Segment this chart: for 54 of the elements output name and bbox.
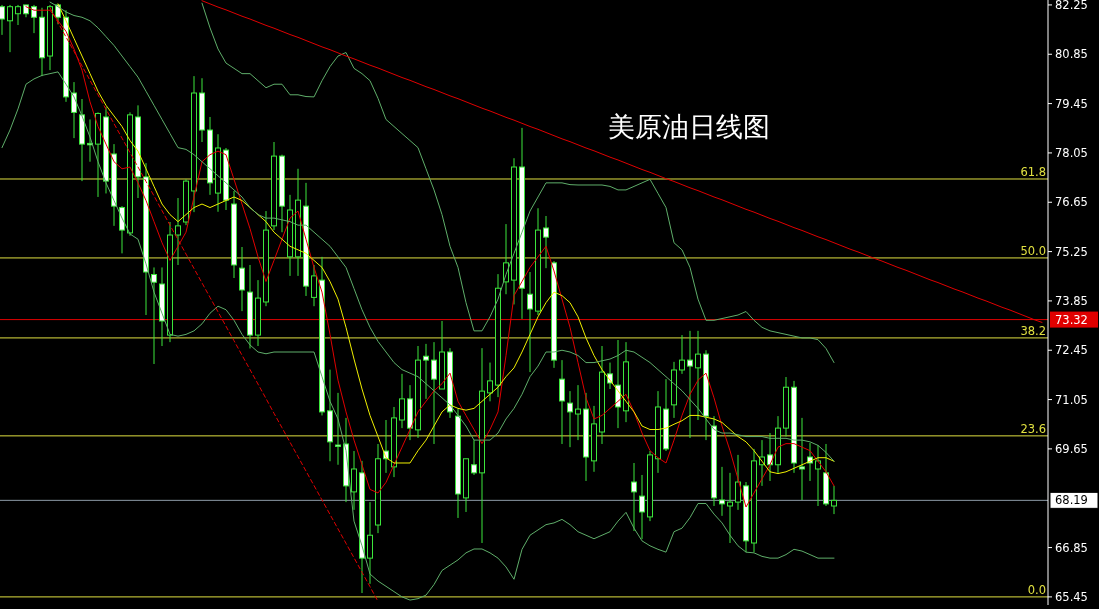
annotation: 50.0	[1020, 243, 1046, 258]
y-tick-label: 73.85	[1055, 293, 1088, 308]
y-tick-label: 78.05	[1055, 145, 1088, 160]
ref-line-label: 73.32	[1055, 312, 1088, 327]
candlestick	[543, 215, 549, 269]
candlestick	[727, 472, 733, 544]
candlestick	[735, 454, 741, 511]
candlestick	[7, 4, 13, 53]
annotation: 23.6	[1020, 421, 1046, 436]
candlestick	[367, 501, 373, 585]
y-tick-label: 71.05	[1055, 392, 1088, 407]
candlestick	[719, 466, 725, 517]
candlestick	[335, 392, 341, 466]
candlestick	[471, 439, 477, 476]
candlestick	[487, 362, 493, 402]
y-tick-label: 66.85	[1055, 540, 1088, 555]
annotation: 61.8	[1020, 165, 1046, 179]
y-tick-label: 69.65	[1055, 441, 1088, 456]
candlestick	[679, 334, 685, 375]
y-tick-label: 80.85	[1055, 47, 1088, 62]
text: 美原油日线图	[608, 111, 770, 142]
candlestick	[311, 264, 317, 307]
candlestick	[559, 359, 565, 445]
candlestick	[31, 4, 37, 34]
candlestick	[15, 4, 21, 26]
y-tick-label: 72.45	[1055, 343, 1088, 358]
y-tick-label: 65.45	[1055, 589, 1088, 604]
y-tick-label: 76.65	[1055, 195, 1088, 210]
line-series	[1, 71, 835, 601]
y-tick-label: 79.45	[1055, 96, 1088, 111]
candlestick	[567, 390, 573, 448]
line-series	[201, 2, 835, 364]
y-tick-label: 75.25	[1055, 244, 1088, 259]
candlestick	[239, 246, 245, 312]
candlestick	[351, 450, 357, 511]
candlestick	[0, 4, 5, 36]
annotation: 0.0	[1027, 582, 1046, 597]
candlestick	[151, 266, 157, 365]
candlestick	[687, 330, 693, 439]
candlestick	[631, 462, 637, 532]
candlestick	[815, 444, 821, 507]
candlestick	[575, 384, 581, 441]
candlestick	[695, 330, 701, 421]
candlestick	[831, 485, 837, 515]
ref-line-label: 68.19	[1055, 493, 1088, 508]
annotation: 38.2	[1020, 323, 1046, 338]
candlestick	[431, 341, 437, 445]
candlestick	[799, 417, 805, 501]
candlestick	[175, 197, 181, 266]
candlestick	[423, 343, 429, 400]
y-tick-label: 82.25	[1055, 0, 1088, 12]
candlestick	[399, 373, 405, 429]
candlestick	[639, 474, 645, 540]
candlestick	[527, 271, 533, 373]
